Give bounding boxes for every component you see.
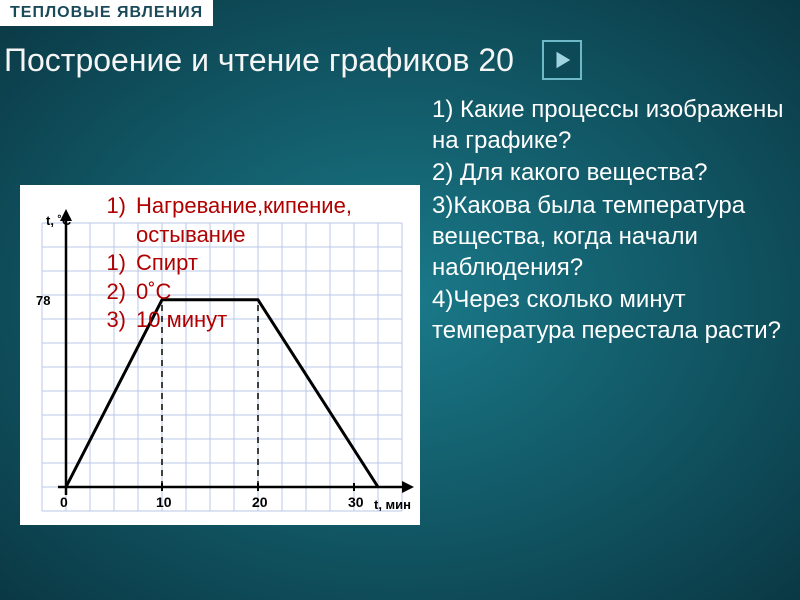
answer-row: 2)0˚С [96, 278, 406, 307]
slide-header: ТЕПЛОВЫЕ ЯВЛЕНИЯ [0, 0, 213, 26]
svg-text:t, мин: t, мин [374, 497, 411, 512]
svg-text:78: 78 [36, 293, 50, 308]
svg-text:t, ˚C: t, ˚C [46, 213, 72, 228]
svg-text:20: 20 [252, 494, 268, 510]
svg-text:0: 0 [60, 494, 68, 510]
question-line: 3)Какова была температура вещества, когд… [432, 191, 792, 283]
svg-text:30: 30 [348, 494, 364, 510]
answer-row: 3) 10 минут [96, 306, 406, 335]
answers-overlay: 1)Нагревание,кипение, остывание 1)Спирт … [96, 192, 406, 335]
answer-row: 1)Спирт [96, 249, 406, 278]
title-text: Построение и чтение графиков 20 [4, 42, 514, 79]
svg-text:10: 10 [156, 494, 172, 510]
question-line: 1) Какие процессы изображены на графике? [432, 95, 792, 156]
slide-title: Построение и чтение графиков 20 [4, 40, 582, 80]
play-icon [551, 49, 573, 71]
question-line: 2) Для какого вещества? [432, 158, 792, 189]
next-button[interactable] [542, 40, 582, 80]
answer-row: остывание [96, 221, 406, 250]
question-line: 4)Через сколько минут температура перест… [432, 285, 792, 346]
answer-row: 1)Нагревание,кипение, [96, 192, 406, 221]
questions-block: 1) Какие процессы изображены на графике?… [432, 95, 792, 349]
